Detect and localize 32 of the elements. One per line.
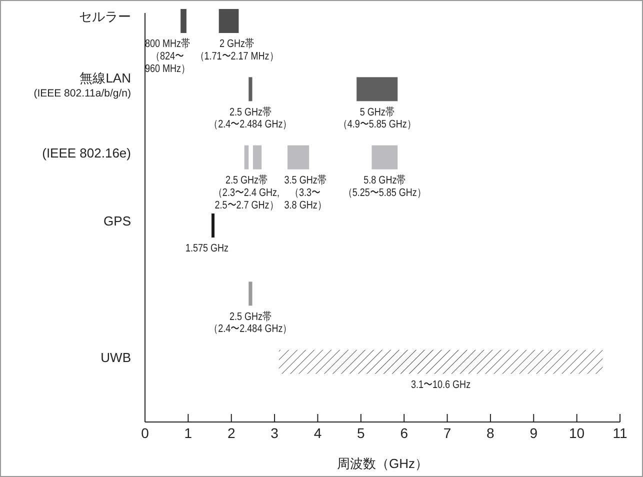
y-tick-label: UWB xyxy=(100,350,131,365)
x-axis-title: 周波数（GHz） xyxy=(337,456,428,471)
x-tick-label: 9 xyxy=(530,424,538,441)
x-tick-label: 10 xyxy=(569,424,585,441)
annotation: 3.1〜10.6 GHz xyxy=(411,379,471,392)
annotation: 2 GHz帯（1.71〜2.17 MHz） xyxy=(195,37,278,63)
y-tick-label: GPS xyxy=(104,214,132,229)
annotation: 1.575 GHz xyxy=(185,242,229,255)
bar xyxy=(372,145,398,170)
x-tick-label: 0 xyxy=(141,424,150,441)
bar xyxy=(278,350,603,374)
x-tick-label: 7 xyxy=(443,424,452,441)
x-tick-label: 2 xyxy=(227,424,236,441)
annotation: 5 GHz帯（4.9〜5.85 GHz） xyxy=(338,105,416,132)
y-tick-label: セルラー xyxy=(79,9,131,24)
x-tick-label: 3 xyxy=(270,424,279,441)
y-tick-label: 無線LAN (IEEE 802.11a/b/g/n) xyxy=(34,70,131,100)
annotation: 2.5 GHz帯（2.3〜2.4 GHz, 2.5〜2.7 GHz） xyxy=(213,174,280,212)
x-tick-label: 11 xyxy=(612,424,628,441)
bar xyxy=(288,145,310,170)
x-tick-label: 5 xyxy=(357,424,366,441)
annotation: 2.5 GHz帯（2.4〜2.484 GHz） xyxy=(209,105,292,132)
x-tick-label: 8 xyxy=(486,424,495,441)
annotation: 5.8 GHz帯（5.25〜5.85 GHz） xyxy=(343,174,426,200)
x-tick-label: 1 xyxy=(184,424,192,441)
annotation: 800 MHz帯（824〜960 MHz） xyxy=(145,37,190,76)
bar xyxy=(248,282,252,306)
y-tick-label: (IEEE 802.16e) xyxy=(42,145,131,160)
x-tick-label: 6 xyxy=(400,424,408,441)
annotation: 3.5 GHz帯（3.3〜3.8 GHz） xyxy=(284,174,326,212)
x-tick-label: 4 xyxy=(314,424,322,441)
annotation: 2.5 GHz帯（2.4〜2.484 GHz） xyxy=(209,310,292,336)
